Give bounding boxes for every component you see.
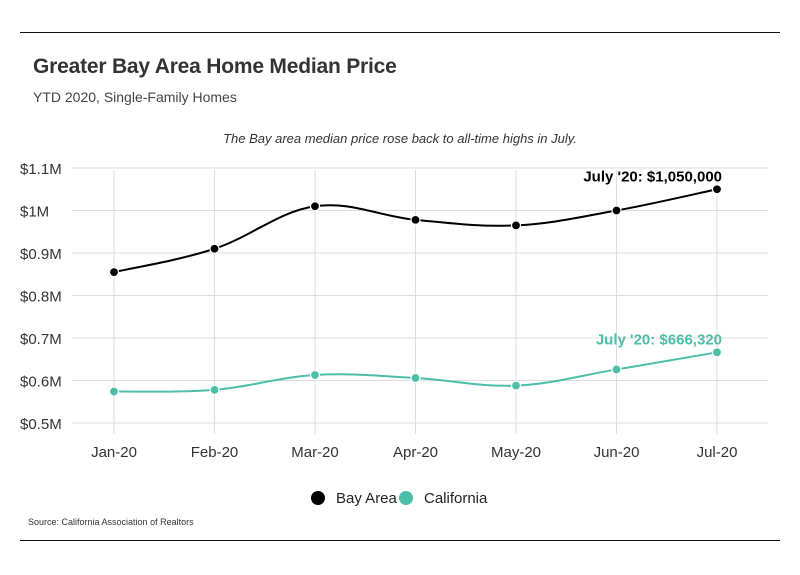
y-tick-label: $0.5M [20,416,62,433]
data-point [711,184,723,195]
end-value-label: July '20: $1,050,000 [583,168,722,185]
data-point [711,347,723,358]
x-tick-label: Apr-20 [393,444,438,461]
y-tick-label: $0.9M [20,246,62,263]
data-point [108,386,120,397]
y-tick-label: $1.1M [20,161,62,178]
legend-label: California [424,490,488,507]
y-tick-label: $0.7M [20,331,62,348]
x-tick-label: May-20 [491,444,541,461]
x-tick-label: Mar-20 [291,444,339,461]
data-point [410,214,421,225]
data-point [108,267,120,278]
data-point [611,364,622,375]
data-point [510,380,522,391]
legend-marker [311,491,325,505]
data-point [309,369,321,381]
legend-label: Bay Area [336,490,398,507]
y-tick-label: $0.8M [20,289,62,306]
x-tick-label: Feb-20 [191,444,239,461]
data-point [410,372,421,384]
bottom-rule [20,540,780,541]
source-note: Source: California Association of Realto… [28,517,194,527]
x-tick-label: Jul-20 [697,444,738,461]
end-value-label: July '20: $666,320 [596,331,722,348]
chart-annotation: The Bay area median price rose back to a… [223,131,577,146]
data-point [209,243,220,254]
y-tick-label: $1M [20,204,49,221]
data-point [611,205,622,216]
x-tick-label: Jun-20 [594,444,640,461]
legend-marker [399,491,413,505]
data-point [510,220,522,231]
chart-subtitle: YTD 2020, Single-Family Homes [33,89,237,105]
chart-title: Greater Bay Area Home Median Price [33,55,397,78]
data-point [209,384,220,395]
y-tick-label: $0.6M [20,374,62,391]
top-rule [20,32,780,33]
data-point [309,201,321,212]
x-tick-label: Jan-20 [91,444,137,461]
